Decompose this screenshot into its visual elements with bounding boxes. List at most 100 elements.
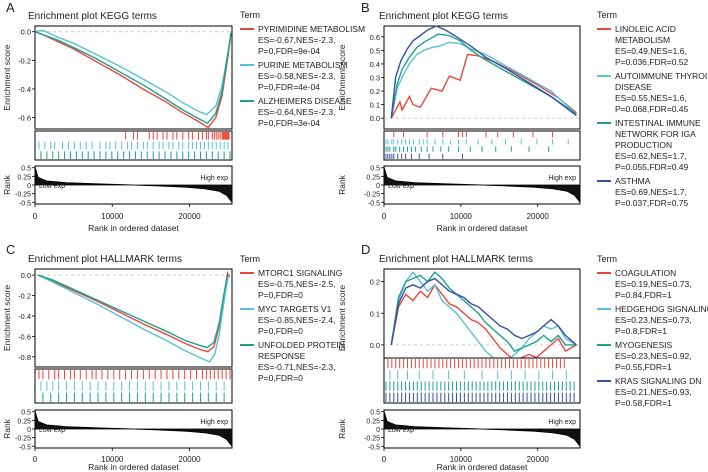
legend-entry-text: LINOLEIC ACID: [615, 24, 676, 34]
legend-entry-text: ALZHEIMERS DISEASE: [258, 96, 352, 106]
y-axis-title: Enrichment score: [2, 44, 12, 110]
y-tick-label: 0.4: [370, 60, 380, 69]
legend-entry-text: PYRIMIDINE METABOLISM: [258, 24, 365, 34]
high-exp-label: High exp: [548, 419, 576, 426]
legend-entry-text: ES=-0.85,NES=-2.4,: [258, 315, 336, 325]
legend-entry-text: P=0,FDR=0: [258, 373, 303, 383]
x-tick-label: 20000: [527, 455, 550, 464]
rank-metric-curve: [34, 166, 233, 204]
legend-entry-text: P=0,FDR=0: [258, 290, 303, 300]
legend-entry-text: ES=0.19,NES=0.73,: [615, 279, 692, 289]
y-tick-label: 0.3: [370, 74, 380, 83]
legend-entry-text: P=0.055,FDR=0.49: [615, 162, 689, 172]
legend-entry-text: RESPONSE: [258, 351, 306, 361]
x-tick-label: 20000: [527, 212, 550, 221]
rank-metric-curve: [383, 410, 581, 448]
legend-entry-text: NETWORK FOR IGA: [615, 129, 696, 139]
legend-title: Term: [597, 254, 617, 264]
rank-y-tick-label: -0.5: [368, 200, 380, 207]
panel-a-letter: A: [6, 0, 15, 15]
es-curve-red: [34, 31, 232, 129]
legend-entry-text: AUTOIMMUNE THYROID: [615, 71, 708, 81]
legend-entry-text: METABOLISM: [615, 35, 670, 45]
legend-entry-text: ES=0.49,NES=1.6,: [615, 46, 687, 56]
es-curve-red: [390, 283, 577, 362]
y-tick-label: -0.4: [18, 85, 31, 94]
rank-y-tick-label: 0.25: [366, 174, 380, 181]
es-curve-navy: [390, 277, 577, 346]
panel-c: C Enrichment plot HALLMARK terms 0.0 -0.2 -…: [2, 242, 345, 472]
rank-y-tick-label: -0.5: [19, 200, 31, 207]
rank-axis-title: Rank: [337, 418, 347, 439]
rank-y-tick-label: 0.5: [370, 166, 380, 173]
rank-y-tick-label: -0.25: [15, 192, 31, 199]
legend-entry-text: INTESTINAL IMMUNE: [615, 118, 701, 128]
rank-y-tick-label: 0.25: [17, 418, 31, 425]
chart-title: Enrichment plot HALLMARK terms: [28, 254, 182, 265]
panel-b: B Enrichment plot KEGG terms 0.0 0.1 0.2 0.3…: [337, 0, 708, 233]
rank-metric-curve: [34, 410, 233, 448]
hit-panel-frame: [383, 130, 581, 161]
rank-y-tick-label: 0.25: [17, 174, 31, 181]
rank-y-tick-label: -0.25: [364, 192, 380, 199]
rank-axis-title: Rank: [337, 174, 347, 195]
x-axis-title: Rank in ordered dataset: [437, 223, 528, 233]
legend-entry-text: P=0,FDR=3e-04: [258, 118, 320, 128]
legend-entry-text: KRAS SIGNALING DN: [615, 376, 701, 386]
legend-entry-text: P=0,FDR=4e-04: [258, 82, 320, 92]
es-curve-cyan: [37, 274, 229, 363]
legend-entry-text: ES=-0.75,NES=-2.5,: [258, 279, 336, 289]
x-tick-label: 0: [33, 455, 38, 464]
x-tick-label: 0: [33, 212, 38, 221]
rank-axis-title: Rank: [2, 174, 12, 195]
y-tick-label: -0.2: [18, 56, 31, 65]
legend-entry-text: P=0.068,FDR=0.45: [615, 104, 689, 114]
panel-c-letter: C: [6, 242, 15, 257]
low-exp-label: Low exp: [39, 427, 65, 434]
legend-entry-text: P=0.036,FDR=0.52: [615, 57, 689, 67]
rank-y-tick-label: 0.25: [366, 418, 380, 425]
panel-d-letter: D: [361, 242, 370, 257]
rank-y-tick-label: -0.5: [368, 444, 380, 451]
legend-entry-text: P=0.84,FDR=1: [615, 290, 672, 300]
legend-title: Term: [240, 254, 260, 264]
chart-title: Enrichment plot KEGG terms: [379, 11, 508, 22]
y-tick-label: 0.0: [21, 28, 31, 37]
legend-entry-text: P=0,FDR=0: [258, 326, 303, 336]
y-axis-title: Enrichment score: [2, 285, 12, 351]
rank-y-tick-label: 0: [27, 183, 31, 190]
x-axis-title: Rank in ordered dataset: [88, 223, 179, 233]
legend-entry-text: MYOGENESIS: [615, 340, 672, 350]
low-exp-label: Low exp: [388, 183, 414, 190]
x-tick-label: 0: [382, 212, 387, 221]
legend-entry-text: ES=0.23,NES=0.73,: [615, 315, 692, 325]
es-curve-red: [390, 53, 577, 119]
y-tick-label: 0.5: [370, 46, 380, 55]
x-tick-label: 10000: [101, 455, 124, 464]
legend-entry-text: ES=0.21,NES=0.93,: [615, 387, 692, 397]
y-tick-label: 0.6: [370, 33, 380, 42]
rank-y-tick-label: 0.5: [21, 166, 31, 173]
rank-axis-title: Rank: [2, 418, 12, 439]
x-tick-label: 20000: [178, 455, 201, 464]
legend-entry-text: PRODUCTION: [615, 140, 672, 150]
legend-title: Term: [240, 10, 260, 20]
y-tick-label: -0.2: [18, 292, 31, 301]
y-tick-label: -0.6: [18, 332, 31, 341]
rank-y-tick-label: 0: [27, 427, 31, 434]
rank-y-tick-label: 0.5: [370, 410, 380, 417]
y-tick-label: 0.0: [370, 341, 380, 350]
legend-entry-text: P=0.037,FDR=0.75: [615, 198, 689, 208]
legend-entry-text: ASTHMA: [615, 176, 651, 186]
high-exp-label: High exp: [200, 419, 228, 426]
x-axis-title: Rank in ordered dataset: [88, 462, 179, 472]
x-tick-label: 10000: [450, 212, 473, 221]
high-exp-label: High exp: [548, 175, 576, 182]
y-tick-label: 0.0: [21, 271, 31, 280]
panel-b-letter: B: [361, 0, 370, 15]
legend-entry-text: P=0.8,FDR=1: [615, 326, 667, 336]
y-tick-label: -0.4: [18, 312, 31, 321]
legend-title: Term: [597, 10, 617, 20]
legend-entry-text: ES=-0.71,NES=-2.3,: [258, 362, 336, 372]
